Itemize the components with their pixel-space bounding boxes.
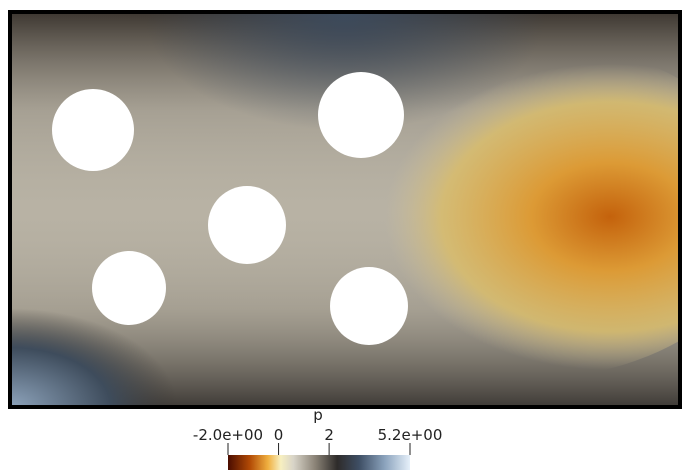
pressure-field [10,12,680,407]
colorbar-tick-label: 2 [324,426,334,444]
colorbar [228,455,410,470]
colorbar-tick-label: -2.0e+00 [193,426,263,444]
colorbar-tick-label: 5.2e+00 [378,426,443,444]
colorbar-tick-label: 0 [274,426,284,444]
obstacles [52,72,408,345]
colorbar-title: p [313,406,323,424]
frame [8,10,682,409]
